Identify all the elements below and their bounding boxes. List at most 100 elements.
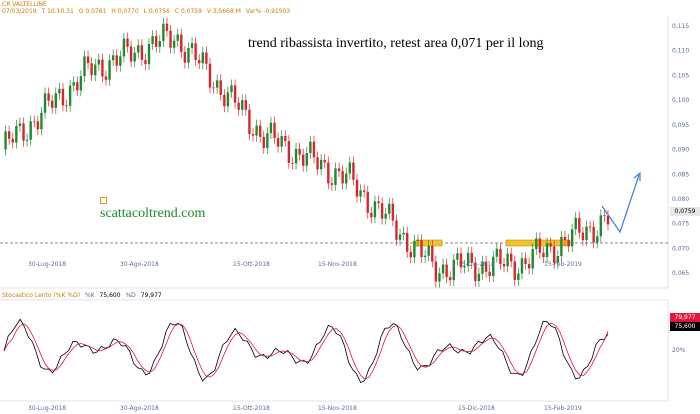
low-label: L 0,0756 bbox=[143, 8, 170, 15]
date-label: 07/03/2019 bbox=[2, 8, 37, 15]
support-highlight-right bbox=[505, 239, 571, 247]
candle-body bbox=[154, 36, 158, 47]
candle-body bbox=[36, 121, 40, 130]
candle-body bbox=[58, 88, 61, 94]
candle-body bbox=[380, 203, 384, 219]
candle-body bbox=[76, 82, 79, 91]
candle-body bbox=[524, 258, 527, 264]
k-line bbox=[3, 318, 609, 384]
candle-body bbox=[94, 64, 97, 76]
candle-body bbox=[373, 201, 377, 218]
candle-body bbox=[362, 190, 366, 192]
candle-body bbox=[452, 259, 456, 281]
y-tick-label: 0,095 bbox=[672, 122, 689, 129]
x-tick-label: 30-Lug-2018 bbox=[28, 405, 66, 412]
candle-body bbox=[119, 56, 122, 66]
d-value: 79,977 bbox=[140, 292, 162, 299]
candle-body bbox=[205, 52, 208, 64]
candle-body bbox=[180, 34, 183, 53]
candle-body bbox=[61, 88, 65, 106]
oscillator-axis-label: 20% bbox=[672, 347, 686, 354]
x-tick-label: 30-Lug-2018 bbox=[28, 261, 66, 268]
candle-body bbox=[133, 52, 136, 62]
candle-body bbox=[377, 201, 380, 204]
symbol-label: CR VALTELLINE bbox=[2, 1, 47, 8]
candle-body bbox=[104, 76, 108, 80]
candle-body bbox=[603, 215, 606, 217]
candle-body bbox=[599, 215, 603, 237]
d-label: %D bbox=[125, 292, 136, 299]
candle-body bbox=[567, 240, 570, 247]
candle-body bbox=[312, 141, 316, 158]
candle-body bbox=[398, 234, 402, 240]
candle-body bbox=[47, 93, 50, 101]
y-tick-label: 0,105 bbox=[672, 72, 689, 79]
candle-body bbox=[244, 100, 248, 110]
y-tick-label: 0,080 bbox=[672, 196, 689, 203]
candle-body bbox=[345, 173, 348, 184]
candle-body bbox=[477, 273, 481, 282]
candle-body bbox=[409, 251, 412, 258]
candle-body bbox=[18, 123, 22, 127]
candle-body bbox=[302, 154, 305, 166]
candle-body bbox=[449, 277, 452, 281]
open-label: O 0,0761 bbox=[78, 8, 107, 15]
y-tick-label: 0,065 bbox=[672, 270, 689, 277]
candle-body bbox=[388, 203, 391, 214]
candle-body bbox=[65, 105, 68, 107]
candle-body bbox=[319, 159, 323, 170]
candle-body bbox=[226, 92, 230, 107]
close-label: C 0,0759 bbox=[174, 8, 202, 15]
candle-body bbox=[484, 261, 488, 272]
candle-body bbox=[176, 34, 179, 41]
price-chart[interactable]: 0,115 0,110 0,105 0,100 0,095 0,090 0,085 0,080… bbox=[0, 0, 700, 290]
projection-arrow bbox=[601, 174, 640, 234]
candle-body bbox=[538, 238, 542, 253]
candle-body bbox=[596, 236, 599, 243]
candle-body bbox=[545, 243, 549, 258]
candle-body bbox=[233, 85, 237, 103]
candle-body bbox=[585, 226, 588, 241]
candle-body bbox=[101, 59, 104, 77]
candle-body bbox=[108, 60, 111, 80]
candle-body bbox=[413, 240, 416, 258]
y-tick-label: 0,075 bbox=[672, 221, 689, 228]
candle-body bbox=[405, 232, 409, 252]
candle-body bbox=[208, 63, 212, 88]
candle-body bbox=[90, 63, 93, 76]
candle-body bbox=[230, 85, 233, 93]
price-axis: 0,115 0,110 0,105 0,100 0,095 0,090 0,085 0,080… bbox=[672, 23, 689, 277]
candle-body bbox=[198, 59, 201, 64]
candle-body bbox=[330, 183, 334, 185]
candle-body bbox=[316, 157, 319, 170]
candle-body bbox=[366, 191, 369, 213]
candle-body bbox=[79, 76, 83, 91]
candle-body bbox=[563, 236, 567, 241]
candle-body bbox=[294, 148, 298, 164]
oscillator-header: Stocastico Lento (%K %D) %K 75,600 %D 79… bbox=[2, 292, 165, 299]
candle-body bbox=[201, 52, 205, 64]
candle-body bbox=[588, 226, 592, 228]
candle-body bbox=[115, 55, 118, 66]
candle-body bbox=[22, 123, 25, 141]
candle-body bbox=[495, 248, 499, 257]
candle-body bbox=[40, 112, 43, 130]
candle-body bbox=[592, 226, 595, 243]
candle-body bbox=[327, 162, 330, 184]
candle-body bbox=[542, 252, 545, 258]
candle-body bbox=[187, 47, 190, 63]
candle-body bbox=[459, 253, 463, 268]
candle-body bbox=[370, 212, 373, 218]
candle-body bbox=[309, 141, 312, 154]
candle-body bbox=[194, 43, 197, 60]
x-tick-label: 15-Ott-2018 bbox=[233, 261, 270, 268]
candle-body bbox=[129, 46, 133, 62]
candle-body bbox=[423, 255, 427, 257]
candle-body bbox=[305, 153, 308, 166]
x-tick-label: 15-Nov-2018 bbox=[318, 261, 357, 268]
candle-body bbox=[15, 126, 18, 143]
projection-arrowhead bbox=[633, 171, 641, 181]
ohlc-header: 07/03/2019 T 10.10.31 O 0,0761 H 0,0770 … bbox=[2, 8, 293, 15]
date-axis: 30-Lug-2018 30-Ago-2018 15-Ott-2018 15-Nov-… bbox=[28, 261, 582, 268]
